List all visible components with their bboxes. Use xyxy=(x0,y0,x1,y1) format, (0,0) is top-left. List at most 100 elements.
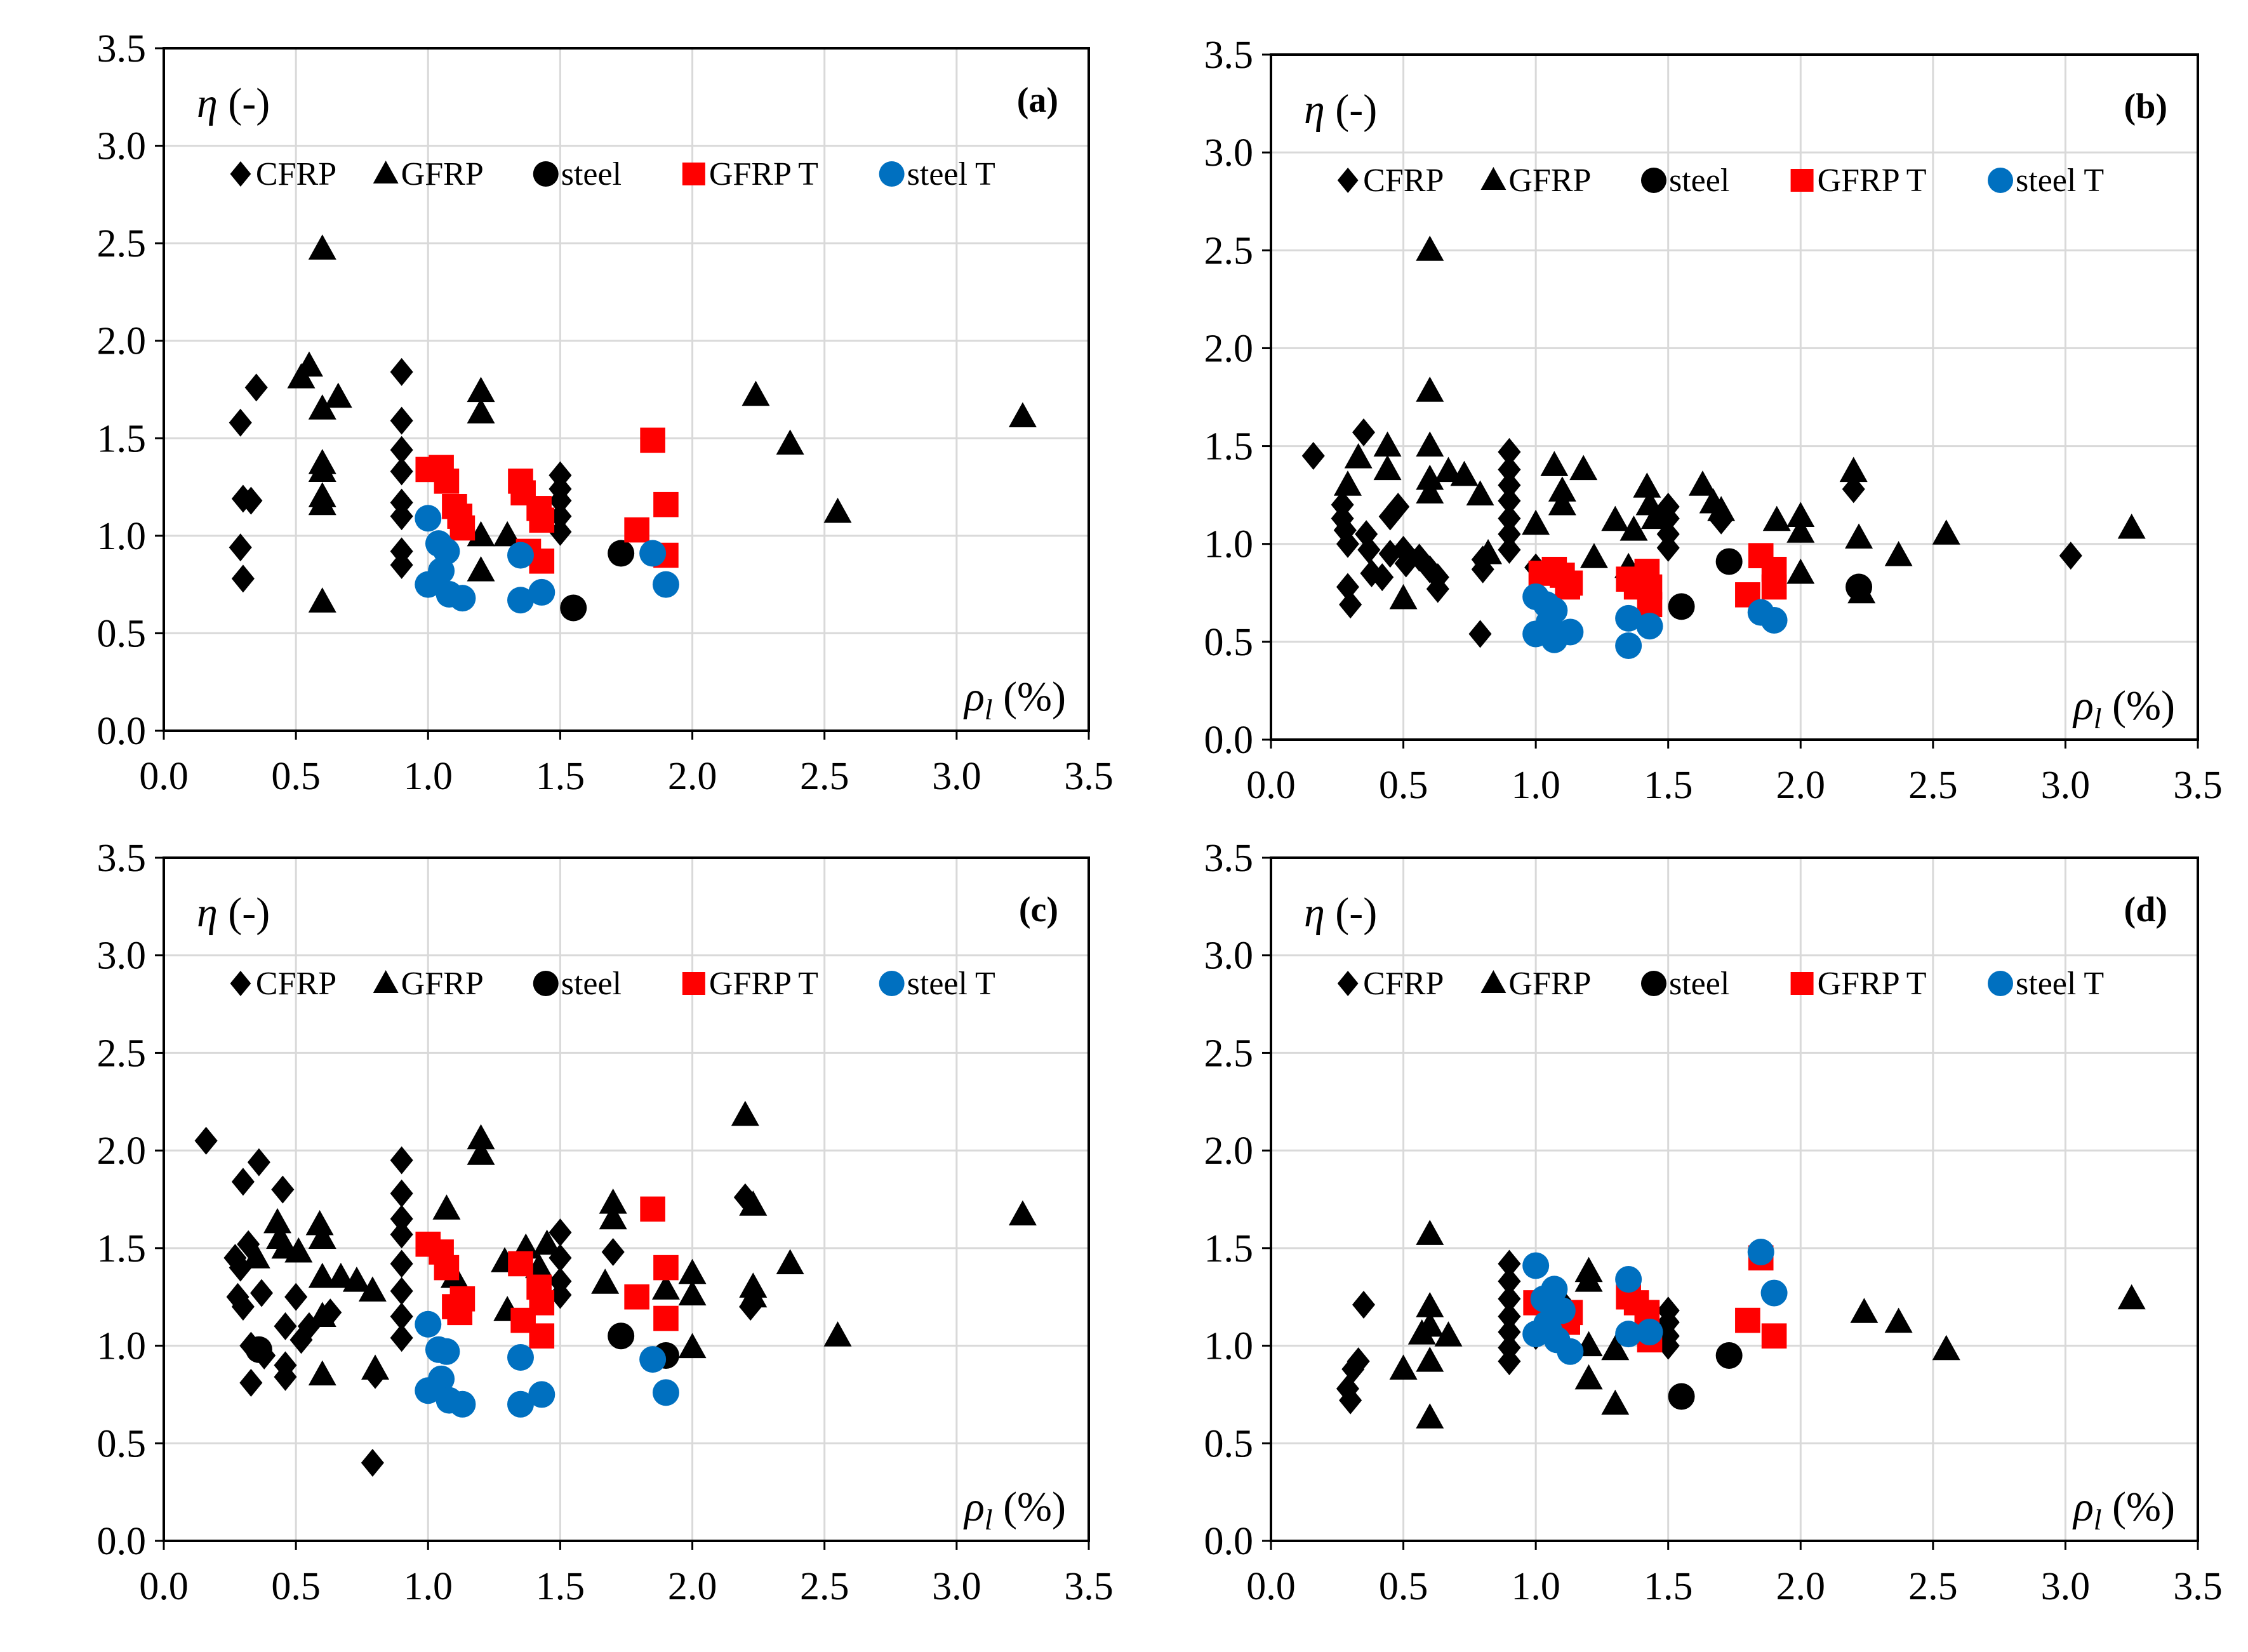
data-point xyxy=(1416,1220,1444,1245)
data-point xyxy=(1371,563,1394,592)
x-tick-label: 2.5 xyxy=(800,755,849,798)
legend-marker-cfrp xyxy=(1337,168,1359,193)
data-point xyxy=(229,408,252,437)
data-point xyxy=(1008,402,1037,427)
data-point xyxy=(390,1179,413,1208)
data-point xyxy=(1468,620,1492,648)
legend-label: steel T xyxy=(907,966,995,1002)
legend-label: steel xyxy=(561,966,622,1002)
y-tick-label: 1.5 xyxy=(97,417,147,460)
data-point xyxy=(823,497,852,523)
data-point xyxy=(342,1267,371,1292)
legend-marker-gfrp-t xyxy=(682,972,705,995)
series-steel xyxy=(1668,1342,1743,1410)
data-point xyxy=(390,550,413,579)
data-point xyxy=(467,1140,495,1165)
y-tick-label: 1.0 xyxy=(97,1325,147,1368)
data-point xyxy=(1615,1266,1642,1293)
legend-label: GFRP xyxy=(1508,966,1591,1002)
legend-marker-gfrp xyxy=(1480,970,1506,993)
y-tick-label: 1.0 xyxy=(1204,523,1254,566)
y-tick-label: 3.0 xyxy=(1204,935,1254,978)
y-tick-label: 0.0 xyxy=(97,710,147,753)
data-point xyxy=(434,469,460,494)
series-steel-t xyxy=(415,505,679,614)
plot-area xyxy=(164,858,1089,1541)
data-point xyxy=(390,1204,413,1233)
legend-label: GFRP xyxy=(401,156,484,192)
legend-marker-steel-t xyxy=(1988,168,2014,193)
data-point xyxy=(652,1379,679,1406)
data-point xyxy=(432,1194,461,1220)
data-point xyxy=(1434,456,1463,483)
chart-panel-c: 0.0 0.5 1.0 1.5 2.0 2.5 3.0 3.5 0.0 0.5 1.0 1.5 2.0 2… xyxy=(97,837,1114,1608)
plot-frame xyxy=(163,856,1090,1542)
data-point xyxy=(1416,1347,1444,1372)
legend-marker-gfrp xyxy=(1480,167,1506,190)
legend: CFRP GFRP steel GFRP T steel T xyxy=(230,156,995,192)
data-point xyxy=(608,540,635,567)
x-tick-label: 2.0 xyxy=(668,1565,717,1608)
x-tick-label: 0.5 xyxy=(271,1565,321,1608)
legend-marker-cfrp xyxy=(1337,971,1359,996)
data-point xyxy=(1932,519,1960,545)
data-point xyxy=(1357,535,1381,564)
data-point xyxy=(467,398,495,423)
data-point xyxy=(653,491,679,517)
x-tick-label: 0.0 xyxy=(1246,764,1296,807)
y-tick-label: 1.5 xyxy=(1204,1227,1254,1270)
y-tick-label: 3.5 xyxy=(1204,837,1254,880)
panel-label: (b) xyxy=(2124,87,2167,126)
data-point xyxy=(731,1100,759,1126)
data-point xyxy=(1569,455,1598,481)
x-tick-label: 1.0 xyxy=(1511,1565,1560,1608)
legend-label: steel T xyxy=(2016,966,2104,1002)
legend-marker-steel xyxy=(1640,168,1666,193)
data-point xyxy=(507,1344,534,1371)
x-tick-label: 2.0 xyxy=(1776,1565,1826,1608)
data-point xyxy=(678,1258,707,1284)
data-point xyxy=(1498,1302,1521,1331)
series-steel xyxy=(245,1322,679,1369)
data-point xyxy=(1601,505,1630,531)
data-point xyxy=(239,486,263,515)
x-tick-label: 0.5 xyxy=(1379,1565,1428,1608)
legend: CFRP GFRP steel GFRP T steel T xyxy=(1337,966,2104,1002)
data-point xyxy=(1498,1249,1521,1278)
data-point xyxy=(739,1190,768,1216)
x-tick-label: 3.0 xyxy=(2041,1565,2091,1608)
data-point xyxy=(247,1148,270,1176)
data-point xyxy=(823,1321,852,1347)
data-point xyxy=(533,1229,561,1255)
y-axis-title: η (-) xyxy=(197,80,270,126)
chart-panel-d: 0.0 0.5 1.0 1.5 2.0 2.5 3.0 3.5 0.0 0.5 1.0 1.5 2.0 2… xyxy=(1204,837,2223,1608)
panel-label: (c) xyxy=(1019,890,1058,929)
series-gfrp-t xyxy=(1528,543,1787,618)
data-point xyxy=(428,1365,455,1392)
data-point xyxy=(1434,1321,1463,1347)
data-point xyxy=(1640,503,1669,530)
data-point xyxy=(678,1333,707,1359)
data-point xyxy=(244,373,268,402)
data-point xyxy=(1426,575,1449,603)
data-point xyxy=(287,363,316,389)
data-point xyxy=(239,1368,263,1397)
data-point xyxy=(1336,530,1360,558)
series-cfrp xyxy=(1301,418,2082,648)
y-axis-title: η (-) xyxy=(1304,889,1377,936)
data-point xyxy=(1619,516,1648,541)
legend-label: steel T xyxy=(907,156,995,192)
data-point xyxy=(274,1312,297,1340)
data-point xyxy=(245,1336,272,1363)
data-point xyxy=(1498,1347,1521,1376)
series-gfrp-t xyxy=(415,1196,679,1349)
y-tick-label: 2.5 xyxy=(97,1032,147,1075)
data-point xyxy=(284,1237,313,1263)
legend-label: GFRP T xyxy=(1818,163,1927,199)
data-point xyxy=(467,376,495,403)
plot-frame xyxy=(1270,53,2199,741)
data-point xyxy=(1333,470,1362,496)
series-steel-t xyxy=(1522,583,1788,660)
legend-marker-steel xyxy=(1640,971,1666,996)
data-point xyxy=(274,1362,297,1391)
